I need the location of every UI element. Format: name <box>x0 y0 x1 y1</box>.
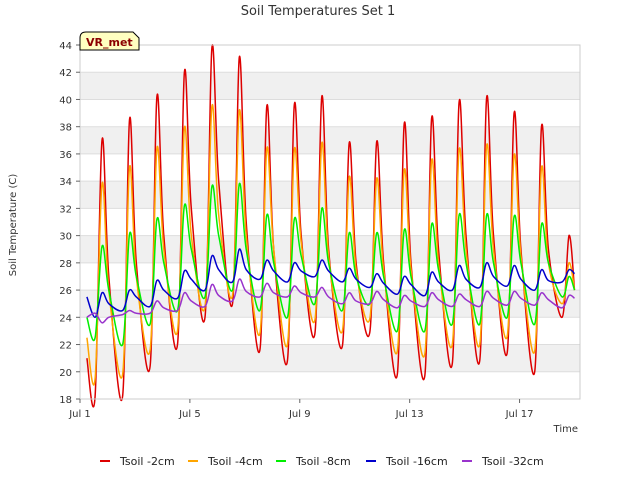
x-axis-ticks: Jul 1 Jul 5 Jul 9 Jul 13 Jul 17 <box>68 399 534 420</box>
y-tick-label: 38 <box>59 123 72 134</box>
grid-band <box>80 290 580 318</box>
y-tick-label: 34 <box>59 177 72 188</box>
series-line-tsoil-32cm <box>86 278 575 324</box>
y-tick-label: 22 <box>59 341 72 352</box>
legend-label-tsoil-16cm: Tsoil -16cm <box>385 455 448 468</box>
x-tick-label: Jul 1 <box>68 409 91 420</box>
legend: Tsoil -2cm Tsoil -4cm Tsoil -8cm Tsoil -16c… <box>100 455 544 468</box>
grid-band <box>80 126 580 154</box>
y-tick-label: 30 <box>59 232 72 243</box>
y-tick-label: 28 <box>59 259 72 270</box>
chart-title: Soil Temperatures Set 1 <box>241 4 396 19</box>
y-tick-label: 20 <box>59 368 72 379</box>
y-tick-label: 44 <box>59 41 72 52</box>
y-tick-label: 18 <box>59 395 72 406</box>
y-tick-label: 36 <box>59 150 72 161</box>
series-line-tsoil-16cm <box>86 248 576 319</box>
badge-box <box>79 31 140 51</box>
legend-label-tsoil-2cm: Tsoil -2cm <box>119 455 175 468</box>
grid-band <box>80 317 580 345</box>
legend-label-tsoil-32cm: Tsoil -32cm <box>481 455 544 468</box>
grid-band <box>80 181 580 209</box>
grid-band <box>80 153 580 182</box>
legend-label-tsoil-4cm: Tsoil -4cm <box>207 455 263 468</box>
grid-band <box>80 45 580 73</box>
y-tick-label: 42 <box>59 68 72 79</box>
grid-band <box>80 72 580 100</box>
grid-band <box>80 99 580 127</box>
y-tick-label: 24 <box>59 313 72 324</box>
plot-area-frame <box>79 44 581 400</box>
station-badge: VR_met <box>79 31 140 51</box>
series-line-tsoil-8cm <box>86 182 576 347</box>
x-tick-label: Jul 17 <box>505 409 534 420</box>
x-tick-label: Jul 13 <box>395 409 424 420</box>
y-axis-label: Soil Temperature (C) <box>8 174 19 277</box>
x-tick-label: Jul 9 <box>288 409 311 420</box>
x-axis-label: Time <box>553 424 578 435</box>
series-lines <box>86 44 576 408</box>
grid-band <box>80 371 580 399</box>
grid-band <box>80 344 580 372</box>
series-line-tsoil-2cm <box>86 44 576 408</box>
y-tick-label: 26 <box>59 286 72 297</box>
x-tick-label: Jul 5 <box>178 409 201 420</box>
series-line-tsoil-4cm <box>86 103 576 386</box>
y-tick-label: 32 <box>59 204 72 215</box>
y-axis-ticks: 18 20 22 24 26 28 30 32 34 36 38 40 42 44 <box>59 41 80 406</box>
y-tick-label: 40 <box>59 95 72 106</box>
legend-label-tsoil-8cm: Tsoil -8cm <box>295 455 351 468</box>
badge-label: VR_met <box>86 36 133 49</box>
